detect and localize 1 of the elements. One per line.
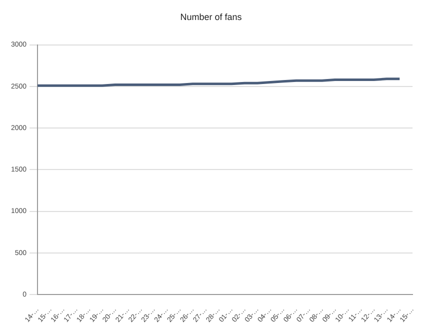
chart-title: Number of fans bbox=[180, 12, 242, 22]
